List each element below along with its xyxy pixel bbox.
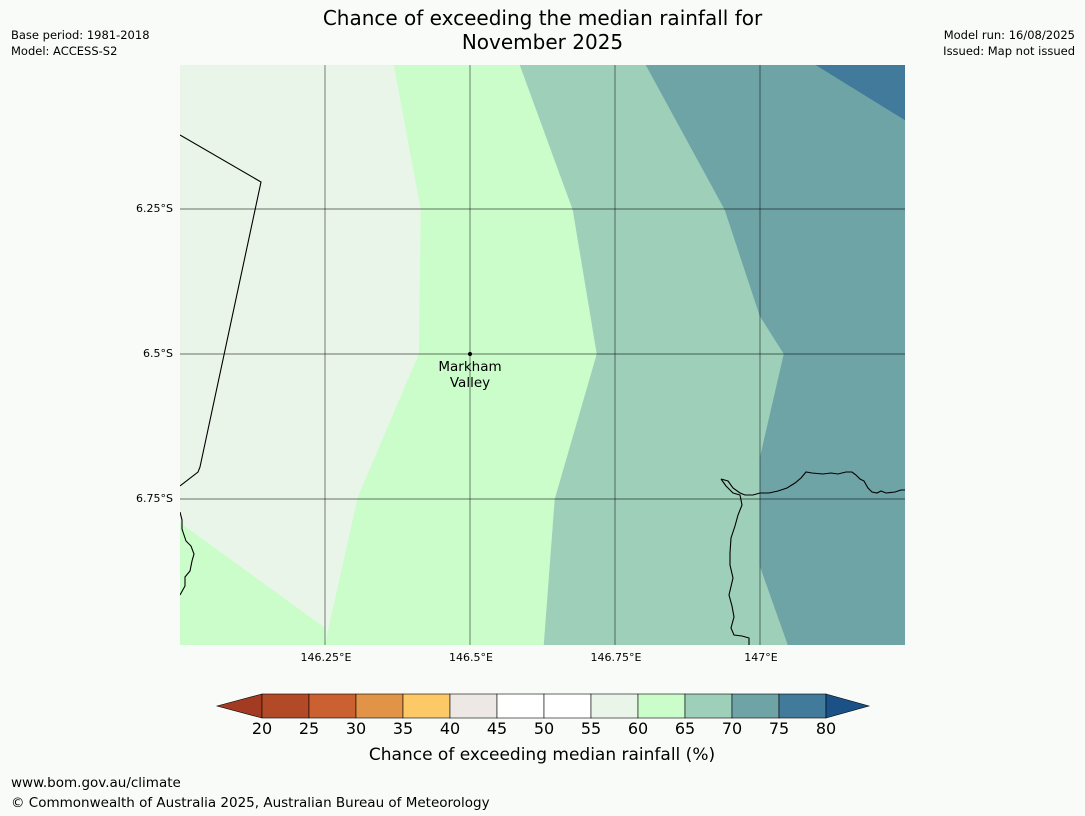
- colorbar-tick-35: 35: [392, 719, 414, 738]
- zone-southwest-60-65: [180, 522, 326, 645]
- place-label-markham-valley: Markham Valley: [420, 359, 520, 391]
- lon-label-146-75: 146.75°E: [590, 651, 642, 664]
- colorbar-tick-40: 40: [439, 719, 461, 738]
- lat-label-6-25: 6.25°S: [136, 202, 173, 215]
- colorbar-tick-20: 20: [251, 719, 273, 738]
- place-label-line-2: Valley: [449, 375, 491, 391]
- model-run: Model run: 16/08/2025: [943, 28, 1075, 42]
- colorbar-tick-55: 55: [580, 719, 602, 738]
- colorbar-tick-45: 45: [486, 719, 508, 738]
- footer-url: www.bom.gov.au/climate: [11, 775, 181, 791]
- issued-status: Issued: Map not issued: [943, 44, 1075, 58]
- title-line-2: November 2025: [461, 30, 624, 54]
- footer-copyright: © Commonwealth of Australia 2025, Austra…: [11, 795, 490, 811]
- colorbar-tick-30: 30: [345, 719, 367, 738]
- colorbar-tick-50: 50: [533, 719, 555, 738]
- colorbar-bin-20-25: [261, 693, 310, 719]
- colorbar-tick-75: 75: [768, 719, 790, 738]
- meta-right: Model run: 16/08/2025 Issued: Map not is…: [943, 27, 1075, 59]
- colorbar-tick-65: 65: [674, 719, 696, 738]
- markham-valley-marker: [468, 352, 472, 356]
- base-period: Base period: 1981-2018: [11, 28, 150, 42]
- model-name: Model: ACCESS-S2: [11, 44, 118, 58]
- colorbar-bin-45-50: [496, 693, 545, 719]
- colorbar-bin-70-75: [731, 693, 780, 719]
- colorbar-tick-70: 70: [721, 719, 743, 738]
- colorbar-tick-60: 60: [627, 719, 649, 738]
- colorbar-tick-25: 25: [298, 719, 320, 738]
- coastline: [180, 134, 905, 645]
- colorbar: [215, 693, 871, 719]
- lon-label-146-25: 146.25°E: [300, 651, 352, 664]
- colorbar-bin-50-55: [543, 693, 592, 719]
- map-title: Chance of exceeding the median rainfall …: [240, 6, 845, 54]
- colorbar-bin-65-70: [684, 693, 733, 719]
- colorbar-bin-30-35: [355, 693, 404, 719]
- colorbar-bin-75-80: [778, 693, 827, 719]
- lat-label-6-5: 6.5°S: [143, 347, 173, 360]
- colorbar-bin-55-60: [590, 693, 639, 719]
- lat-label-6-75: 6.75°S: [136, 492, 173, 505]
- meta-left: Base period: 1981-2018 Model: ACCESS-S2: [11, 27, 150, 59]
- lon-label-146-5: 146.5°E: [449, 651, 493, 664]
- colorbar-bin-40-45: [449, 693, 498, 719]
- rainfall-map: [180, 65, 905, 645]
- colorbar-bin-60-65: [637, 693, 686, 719]
- colorbar-bin-35-40: [402, 693, 451, 719]
- colorbar-extend-low: [215, 693, 263, 719]
- colorbar-extend-high: [825, 693, 871, 719]
- title-line-1: Chance of exceeding the median rainfall …: [322, 6, 763, 30]
- lon-label-147: 147°E: [744, 651, 778, 664]
- place-label-line-1: Markham: [438, 359, 502, 375]
- colorbar-tick-80: 80: [815, 719, 837, 738]
- colorbar-bin-25-30: [308, 693, 357, 719]
- colorbar-label: Chance of exceeding median rainfall (%): [368, 745, 716, 765]
- zone-75-80: [815, 65, 905, 121]
